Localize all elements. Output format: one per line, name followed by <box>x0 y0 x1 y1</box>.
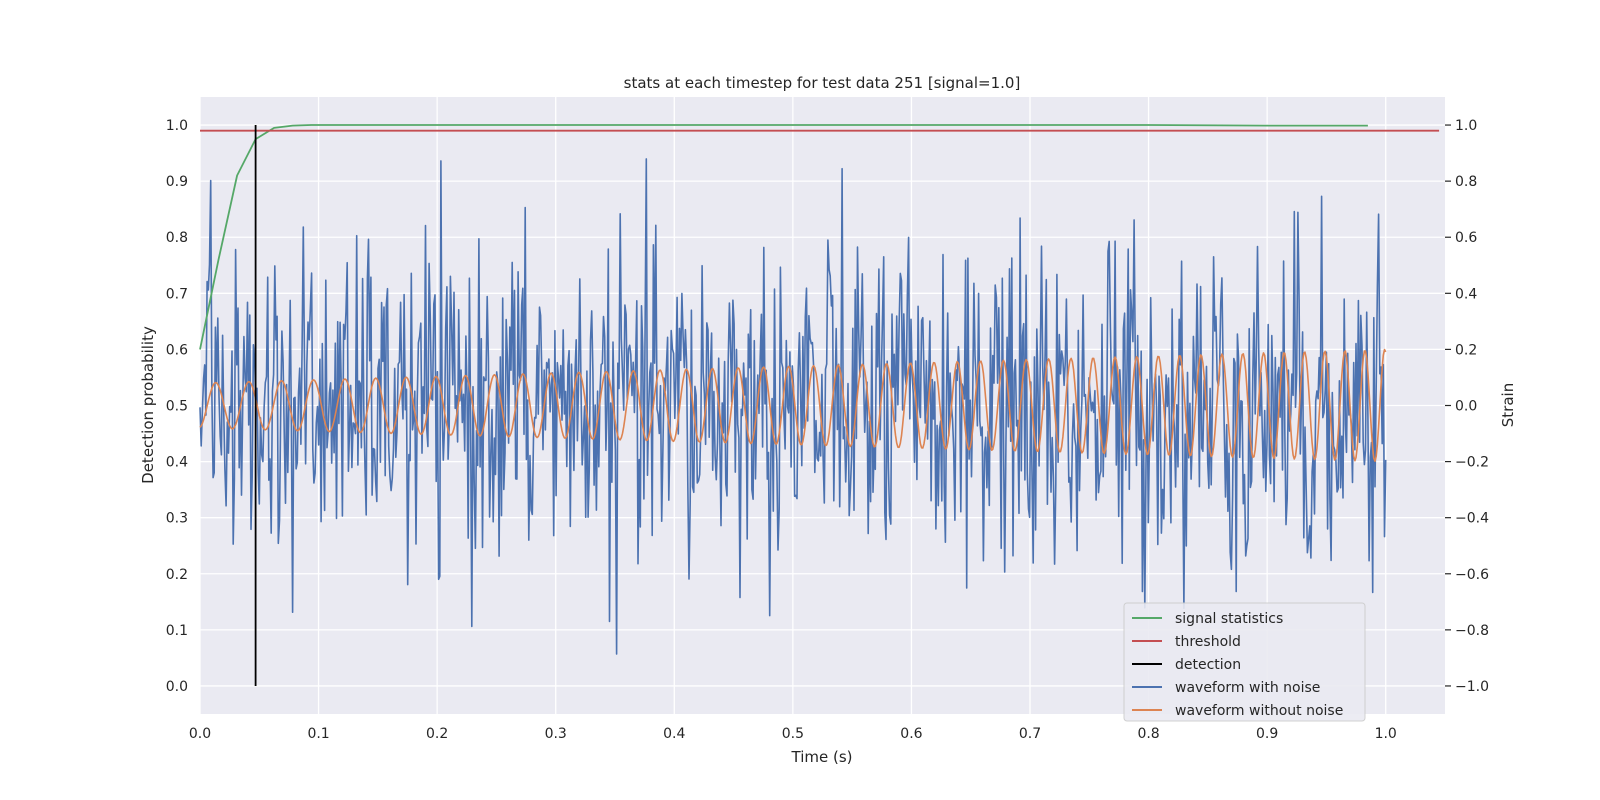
y-right-tick-label: −0.8 <box>1455 623 1489 639</box>
y-left-tick-label: 0.5 <box>166 399 188 415</box>
y-right-tick-label: 0.4 <box>1455 286 1477 302</box>
y-right-tick-label: 0.2 <box>1455 342 1477 358</box>
x-tick-label: 0.7 <box>1019 726 1041 742</box>
y-left-tick-label: 0.0 <box>166 679 188 695</box>
legend-box <box>1123 602 1366 722</box>
x-tick-label: 0.8 <box>1137 726 1159 742</box>
x-tick-label: 1.0 <box>1375 726 1397 742</box>
y-left-tick-label: 0.2 <box>166 567 188 583</box>
y-right-tick-label: 0.0 <box>1455 399 1477 415</box>
y-left-axis-ticks: 0.0 0.1 0.2 0.3 0.4 0.5 0.6 0.7 0.8 0.9 1.0 <box>166 118 188 695</box>
y-right-tick-label: −0.6 <box>1455 567 1489 583</box>
y-left-tick-label: 0.8 <box>166 230 188 246</box>
series-line-waveform-without-noise <box>199 348 1387 463</box>
series-line-signal-statistics <box>199 124 1368 350</box>
series-line-waveform-with-noise <box>199 158 1387 655</box>
y-right-tick-label: −0.4 <box>1455 511 1489 527</box>
series-layer <box>199 124 1440 686</box>
y-left-tick-label: 0.4 <box>166 455 188 471</box>
y-right-tick-label: −0.2 <box>1455 455 1489 471</box>
x-axis-label: Time (s) <box>791 748 853 766</box>
y-left-tick-label: 1.0 <box>166 118 188 134</box>
y-left-tick-label: 0.1 <box>166 623 188 639</box>
y-left-tick-label: 0.6 <box>166 342 188 358</box>
y-left-tick-label: 0.9 <box>166 174 188 190</box>
y-right-tick-label: 0.6 <box>1455 230 1477 246</box>
y-left-tick-label: 0.7 <box>166 286 188 302</box>
y-right-tick-label: −1.0 <box>1455 679 1489 695</box>
chart-title: stats at each timestep for test data 251… <box>624 74 1021 92</box>
x-tick-label: 0.6 <box>900 726 922 742</box>
y-left-axis-label: Detection probability <box>139 326 157 484</box>
y-right-axis-label: Strain <box>1499 383 1517 427</box>
x-tick-label: 0.2 <box>426 726 448 742</box>
x-tick-label: 0.3 <box>545 726 567 742</box>
legend-label: signal statistics <box>1175 611 1283 627</box>
legend-label: waveform without noise <box>1175 703 1343 719</box>
y-right-tick-label: 1.0 <box>1455 118 1477 134</box>
legend-label: waveform with noise <box>1175 680 1320 696</box>
legend-label: detection <box>1175 657 1241 673</box>
y-left-tick-label: 0.3 <box>166 511 188 527</box>
legend: signal statistics threshold detection wavef… <box>1123 602 1366 722</box>
x-tick-label: 0.0 <box>189 726 211 742</box>
x-axis-ticks: 0.0 0.1 0.2 0.3 0.4 0.5 0.6 0.7 0.8 0.9 1.0 <box>189 726 1397 742</box>
x-tick-label: 0.9 <box>1256 726 1278 742</box>
x-tick-label: 0.1 <box>307 726 329 742</box>
x-tick-label: 0.4 <box>663 726 685 742</box>
y-right-axis-ticks: −1.0 −0.8 −0.6 −0.4 −0.2 0.0 0.2 0.4 0.6 0.8 1.0 <box>1445 118 1489 695</box>
x-tick-label: 0.5 <box>782 726 804 742</box>
y-right-tick-label: 0.8 <box>1455 174 1477 190</box>
legend-label: threshold <box>1175 634 1241 650</box>
